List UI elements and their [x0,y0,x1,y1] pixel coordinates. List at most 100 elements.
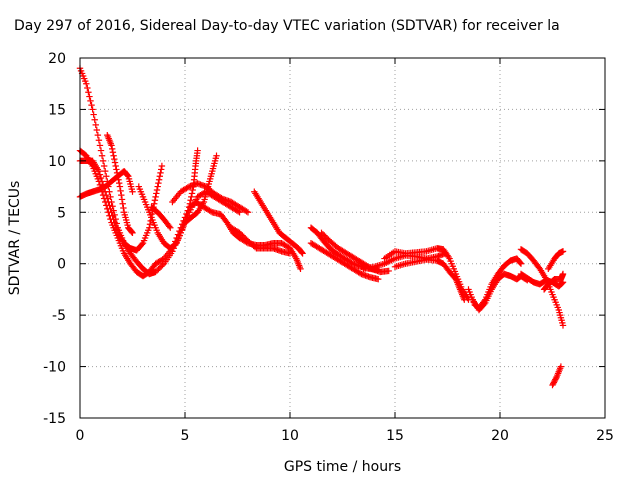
data-point [85,89,92,96]
data-point [385,267,392,275]
data-point [237,231,245,238]
data-point [113,166,120,173]
data-point [207,208,215,215]
data-point [115,176,122,183]
data-points [76,65,567,389]
y-tick-label: 5 [57,205,66,221]
data-point [251,243,259,251]
data-point [318,229,325,237]
data-point [103,191,110,199]
data-point [155,266,162,273]
y-tick-label: 10 [48,154,66,170]
data-point [184,184,191,191]
data-point [151,197,159,204]
data-point [321,232,328,239]
data-point [118,196,126,203]
data-point [97,147,105,154]
data-point [159,261,166,269]
data-point [151,200,158,207]
series-arc25 [549,363,565,389]
data-point [111,219,118,226]
data-point [461,296,468,303]
data-point [109,149,117,156]
data-point [550,379,558,386]
data-point [112,222,119,230]
series-arc7 [148,203,174,231]
data-point [111,155,118,163]
data-point [157,169,164,177]
data-point [319,231,327,238]
plot-frame [79,57,606,419]
data-point [153,267,161,274]
data-point [517,259,524,267]
data-point [166,223,173,230]
axis-ticks: 0 5 10 15 20 25 -15 -10 -5 0 5 10 15 20 [43,51,614,444]
x-tick-label: 20 [491,428,509,444]
data-point [179,224,187,231]
data-point [97,174,105,182]
data-point [111,159,119,166]
data-point [129,229,136,237]
data-point [299,250,306,257]
series-arc6 [135,147,201,252]
data-point [187,197,194,204]
data-point [559,248,567,255]
data-point [108,209,115,216]
data-point [95,167,103,175]
data-point [550,380,557,387]
data-point [90,111,97,118]
data-point [172,240,179,248]
data-point [240,233,247,241]
data-point [517,260,525,267]
x-tick-label: 10 [281,428,299,444]
data-point [286,250,294,257]
data-point [110,215,117,223]
data-point [107,205,114,213]
data-point [103,173,110,180]
data-point [146,221,154,228]
data-point [152,193,159,201]
data-point [559,279,566,287]
y-tick-label: 15 [48,102,66,118]
x-tick-label: 25 [596,428,614,444]
data-point [84,84,91,92]
data-point [323,235,331,242]
data-point [183,210,191,218]
y-tick-label: -5 [52,308,66,324]
data-point [297,265,304,273]
x-axis-label: GPS time / hours [284,459,401,475]
data-point [155,176,163,183]
data-point [213,152,220,159]
data-point [194,147,201,154]
data-point [124,172,131,179]
data-point [243,208,250,215]
y-tick-label: -10 [43,360,66,376]
data-point [156,173,163,180]
data-point [153,186,161,194]
data-point [152,268,159,276]
data-point [236,229,243,237]
data-point [100,162,108,170]
data-point [244,209,252,216]
data-point [116,179,123,187]
data-point [96,171,104,178]
data-point [239,232,246,239]
data-point [155,179,162,187]
chart-title: Day 297 of 2016, Sidereal Day-to-day VTE… [14,18,560,34]
data-point [94,131,102,139]
data-point [108,142,115,149]
data-point [116,183,124,190]
data-point [242,235,249,242]
data-point [112,162,119,170]
series-arc12 [228,224,294,257]
data-point [91,116,98,123]
series-arc5 [104,131,136,237]
series-arc18 [391,256,468,303]
data-point [557,363,565,370]
data-point [98,178,106,185]
x-tick-label: 5 [181,428,190,444]
y-tick-label: 0 [57,257,66,273]
data-point [102,167,109,175]
data-point [129,188,136,195]
